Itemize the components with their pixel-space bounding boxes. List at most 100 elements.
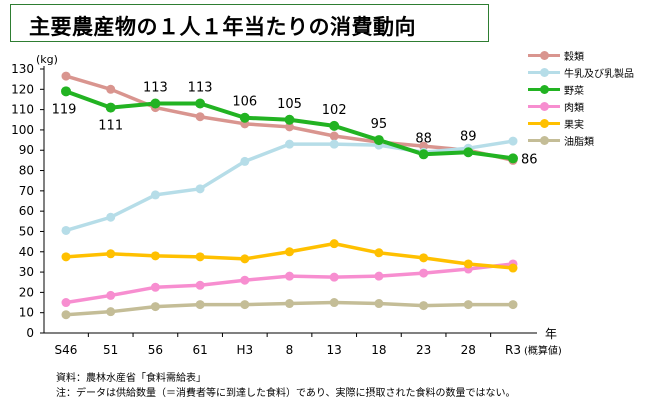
data-label: 86 xyxy=(521,152,538,167)
data-point xyxy=(329,272,339,282)
data-point xyxy=(463,147,474,158)
legend-marker xyxy=(540,119,549,128)
data-label: 88 xyxy=(415,131,432,146)
data-point xyxy=(105,102,116,113)
x-tick-label: 8 xyxy=(286,343,294,357)
x-tick-label: 51 xyxy=(103,343,118,357)
data-point xyxy=(508,153,518,164)
data-point xyxy=(106,249,116,259)
legend-label: 油脂類 xyxy=(564,137,594,148)
data-point xyxy=(374,299,384,309)
y-tick-label: 20 xyxy=(19,285,34,299)
y-tick-label: 40 xyxy=(19,245,34,259)
data-point xyxy=(508,263,518,273)
data-point xyxy=(240,300,250,310)
x-tick-label: H3 xyxy=(236,343,253,357)
x-tick-label: S46 xyxy=(55,343,78,357)
data-point xyxy=(240,275,250,285)
data-point xyxy=(150,282,160,292)
x-last-tick-note: (概算値) xyxy=(524,344,562,357)
data-point xyxy=(106,84,116,94)
data-point xyxy=(508,300,518,310)
legend-marker xyxy=(540,85,549,94)
x-tick-label: 13 xyxy=(327,343,342,357)
data-label: 111 xyxy=(98,119,123,134)
legend-item: 肉類 xyxy=(528,99,666,115)
data-point xyxy=(61,298,71,308)
data-point xyxy=(195,98,206,109)
data-point xyxy=(61,71,71,81)
data-point xyxy=(106,212,116,222)
data-point xyxy=(61,310,71,320)
data-point xyxy=(150,251,160,261)
legend-marker xyxy=(540,102,549,111)
data-point xyxy=(150,302,160,312)
data-point xyxy=(195,280,205,290)
data-label: 113 xyxy=(143,81,168,96)
data-point xyxy=(508,136,518,146)
data-point xyxy=(285,299,294,309)
data-label: 95 xyxy=(371,117,388,132)
data-point xyxy=(195,300,205,310)
data-point xyxy=(195,252,205,262)
data-label: 89 xyxy=(460,129,477,144)
y-unit-label: (kg) xyxy=(36,53,58,66)
data-point xyxy=(150,190,160,200)
legend: 穀類牛乳及び乳製品 野菜肉類果実油脂類 xyxy=(528,48,666,150)
data-point xyxy=(463,259,473,269)
chart-title: 主要農産物の１人１年当たりの消費動向 xyxy=(29,15,416,39)
y-tick-label: 100 xyxy=(11,123,34,137)
data-point xyxy=(329,139,339,149)
legend-item: 野菜 xyxy=(528,82,666,98)
legend-label: 穀類 xyxy=(564,52,584,63)
y-tick-label: 30 xyxy=(19,265,34,279)
y-tick-label: 90 xyxy=(19,143,34,157)
data-point xyxy=(285,122,294,132)
data-point xyxy=(106,307,116,317)
data-point xyxy=(374,248,384,258)
data-point xyxy=(285,247,294,257)
data-point xyxy=(463,300,473,310)
data-point xyxy=(418,149,429,160)
data-point xyxy=(240,254,250,264)
legend-item: 果実 xyxy=(528,116,666,132)
data-point xyxy=(195,184,205,194)
x-tick-label: 61 xyxy=(192,343,207,357)
y-tick-label: 110 xyxy=(11,103,34,117)
data-point xyxy=(195,112,205,122)
x-tick-label: R3 xyxy=(505,343,521,357)
data-point xyxy=(239,112,250,123)
data-point xyxy=(61,252,71,262)
x-tick-label: 56 xyxy=(148,343,163,357)
x-tick-label: 23 xyxy=(416,343,431,357)
legend-label: 牛乳及び乳製品 xyxy=(564,69,634,80)
x-tick-label: 18 xyxy=(371,343,386,357)
data-point xyxy=(150,98,161,109)
data-label: 106 xyxy=(232,95,257,110)
y-tick-label: 50 xyxy=(19,224,34,238)
title-box: 主要農産物の１人１年当たりの消費動向 xyxy=(10,4,489,42)
data-point xyxy=(419,268,429,278)
y-tick-label: 10 xyxy=(19,306,34,320)
y-tick-label: 0 xyxy=(26,326,34,340)
data-point xyxy=(61,86,71,97)
data-point xyxy=(106,290,116,300)
legend-item: 牛乳及び乳製品 xyxy=(528,65,666,81)
legend-label: 野菜 xyxy=(564,86,584,97)
data-point xyxy=(240,156,250,166)
legend-marker xyxy=(540,51,549,60)
data-point xyxy=(329,298,339,308)
legend-label: 肉類 xyxy=(564,103,584,114)
data-point xyxy=(373,135,384,146)
y-tick-label: 60 xyxy=(19,204,34,218)
data-point xyxy=(374,271,384,281)
legend-marker xyxy=(540,136,549,145)
data-point xyxy=(285,271,294,281)
data-point xyxy=(329,120,340,131)
source-note: 資料：農林水産省「食料需給表」 xyxy=(56,373,206,384)
data-point xyxy=(61,225,71,235)
data-note: 注：データは供給数量（＝消費者等に到達した食料）であり、実際に摂取された食料の数… xyxy=(56,388,516,399)
y-tick-label: 70 xyxy=(19,184,34,198)
data-label: 119 xyxy=(52,102,77,117)
